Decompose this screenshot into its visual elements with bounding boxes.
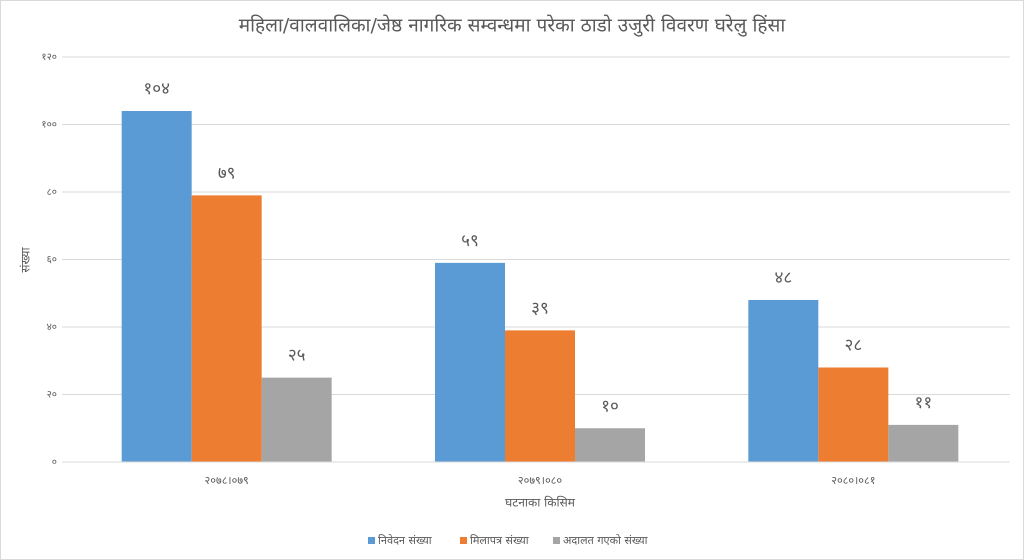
bar: [888, 424, 959, 462]
legend-label: अदालत गएको संख्या: [563, 534, 648, 547]
bar: [191, 195, 262, 462]
value-label: ५९: [461, 231, 479, 251]
legend-swatch: [460, 537, 467, 544]
y-tick-label: ६०: [47, 255, 57, 266]
x-tick-label: २०८०।०८१: [831, 474, 875, 487]
chart-title: महिला/वालवालिका/जेष्ठ नागरिक सम्वन्धमा प…: [239, 14, 787, 38]
bar: [505, 330, 575, 462]
legend-swatch: [368, 537, 375, 544]
value-label: २८: [844, 336, 862, 356]
legend-swatch: [553, 537, 560, 544]
value-label: १०: [601, 396, 619, 416]
bar: [575, 428, 645, 462]
bar: [121, 111, 192, 462]
bar: [261, 377, 332, 462]
legend-label: निवेदन संख्या: [378, 534, 432, 547]
bar: [818, 367, 889, 462]
value-label: ७९: [218, 163, 236, 183]
x-tick-label: २०७८।०७९: [205, 474, 249, 487]
y-tick-label: १००: [41, 120, 57, 131]
y-tick-label: २०: [47, 390, 57, 401]
y-tick-label: ०: [52, 457, 57, 468]
y-axis-label: संख्या: [19, 247, 33, 273]
value-label: ४८: [774, 268, 792, 288]
value-label: ११: [914, 393, 932, 413]
y-tick-label: ४०: [47, 322, 57, 333]
value-label: २५: [288, 346, 306, 366]
legend-label: मिलापत्र संख्या: [470, 534, 529, 547]
x-axis-label: घटनाका किसिम: [505, 496, 576, 510]
value-label: ३९: [531, 298, 549, 318]
bar: [748, 300, 819, 462]
y-tick-label: ८०: [47, 187, 57, 198]
bar: [435, 262, 505, 462]
value-label: १०४: [143, 79, 170, 99]
y-tick-label: १२०: [41, 52, 57, 63]
x-tick-label: २०७९।०८०: [518, 474, 562, 487]
